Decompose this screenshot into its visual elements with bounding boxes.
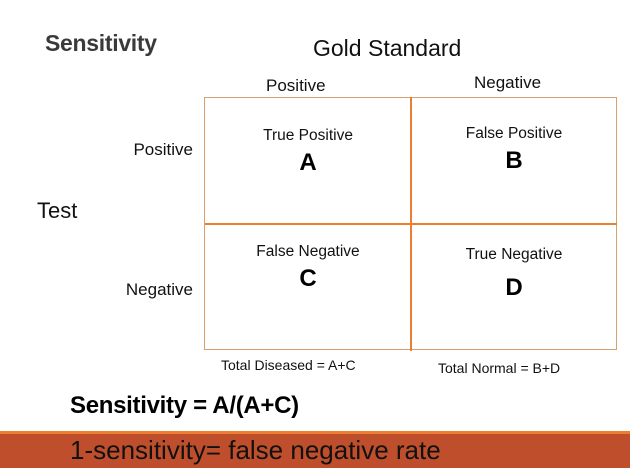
gold-standard-label: Gold Standard xyxy=(313,35,462,61)
test-label: Test xyxy=(37,198,78,223)
cell-letter: D xyxy=(505,274,523,301)
cell-letter: B xyxy=(505,147,523,174)
cell-label: True Positive xyxy=(263,127,353,144)
table-divider-horizontal xyxy=(205,223,617,225)
cell-letter: C xyxy=(299,265,317,292)
cell-true-positive: True Positive A xyxy=(205,127,411,177)
total-diseased: Total Diseased = A+C xyxy=(221,357,356,373)
sensitivity-formula: Sensitivity = A/(A+C) xyxy=(70,392,299,419)
footer-text: 1-sensitivity= false negative rate xyxy=(70,435,441,465)
footer-accent-line xyxy=(0,431,630,434)
cell-letter: A xyxy=(299,149,317,176)
total-normal: Total Normal = B+D xyxy=(438,360,561,376)
cell-false-positive: False Positive B xyxy=(411,125,617,175)
slide-title: Sensitivity xyxy=(45,30,157,56)
row-header-negative: Negative xyxy=(125,280,193,299)
cell-label: False Negative xyxy=(256,243,360,260)
cell-label: True Negative xyxy=(465,246,563,263)
cell-label: False Positive xyxy=(465,125,563,142)
cell-false-negative: False Negative C xyxy=(205,243,411,293)
row-header-positive: Positive xyxy=(133,140,193,159)
footer-bar xyxy=(0,434,630,468)
column-header-negative: Negative xyxy=(474,73,542,92)
cell-true-negative: True Negative D xyxy=(411,246,617,302)
column-header-positive: Positive xyxy=(266,76,326,95)
